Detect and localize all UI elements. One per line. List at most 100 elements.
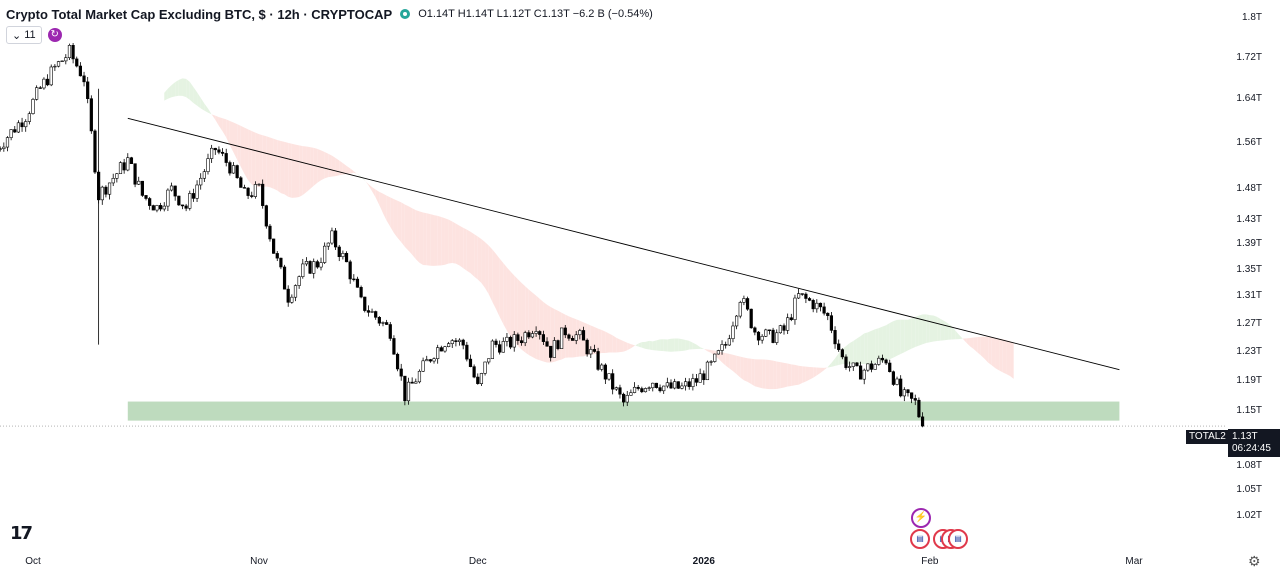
candle <box>508 335 513 350</box>
candle <box>494 338 498 348</box>
cloud-segment <box>918 314 923 346</box>
cloud-segment <box>197 92 201 109</box>
cloud-segment <box>178 78 183 96</box>
candle-body <box>13 129 17 133</box>
candle <box>490 339 494 359</box>
candle <box>155 204 159 213</box>
cloud-segment <box>725 353 730 369</box>
cloud-segment <box>634 343 639 347</box>
tradingview-logo[interactable]: 17 <box>10 523 33 544</box>
cloud-segment <box>229 120 234 153</box>
candle <box>629 389 633 396</box>
candle-body <box>727 338 731 346</box>
candle <box>600 363 604 372</box>
candle <box>662 385 666 394</box>
candle-body <box>753 327 757 333</box>
candle-body <box>837 343 841 350</box>
cloud-segment <box>488 245 493 302</box>
cloud-segment <box>787 363 792 387</box>
candle-body <box>250 195 254 197</box>
y-tick-label: 1.8T <box>1241 11 1262 23</box>
flash-icon[interactable]: ⚡ <box>911 508 931 528</box>
candle <box>49 64 53 87</box>
cloud-segment <box>856 336 861 365</box>
chart-header: Crypto Total Market Cap Excluding BTC, $… <box>6 5 653 23</box>
candle-body <box>735 315 739 327</box>
candle-body <box>549 345 553 358</box>
candle <box>505 333 509 347</box>
candle <box>210 144 214 163</box>
candle-body <box>472 366 476 378</box>
candle-body <box>370 311 374 313</box>
candle <box>191 188 196 202</box>
cloud-segment <box>474 234 478 280</box>
candle <box>837 339 841 352</box>
candle-body <box>574 334 578 341</box>
candle-body <box>731 325 735 339</box>
cloud-segment <box>284 141 289 197</box>
cloud-segment <box>459 225 464 269</box>
candle <box>694 373 699 387</box>
candle-body <box>104 186 108 195</box>
candle <box>158 202 163 212</box>
candle <box>93 129 97 174</box>
candle-body <box>9 129 13 138</box>
cloud-segment <box>393 199 398 238</box>
candle-body <box>348 261 352 280</box>
candle <box>476 373 480 385</box>
cloud-segment <box>616 337 620 353</box>
candle-body <box>355 278 360 288</box>
indicator-row: ⌄ 11 ↻ <box>6 26 62 44</box>
cloud-segment <box>565 314 569 358</box>
cloud-segment <box>536 295 540 361</box>
candle <box>534 326 538 337</box>
candle <box>516 332 520 345</box>
cloud-segment <box>288 142 292 198</box>
candle <box>268 223 272 242</box>
support-zone[interactable] <box>127 401 1120 421</box>
candle <box>917 397 921 419</box>
cloud-segment <box>244 127 249 181</box>
cloud-segment <box>991 337 996 369</box>
candle-body <box>742 298 746 303</box>
us-flag-icon[interactable]: ▤ <box>910 529 930 549</box>
candle-body <box>501 341 505 353</box>
candle <box>107 182 112 200</box>
gear-icon[interactable]: ⚙ <box>1248 553 1261 569</box>
candle-body <box>60 60 64 63</box>
candle <box>82 71 86 87</box>
trendline[interactable] <box>127 117 1120 371</box>
cloud-segment <box>455 223 460 266</box>
candle-body <box>629 392 633 396</box>
cloud-segment <box>426 213 431 266</box>
candle <box>406 377 411 405</box>
candle <box>560 327 564 349</box>
candle-body <box>917 399 921 418</box>
cloud-segment <box>579 320 584 357</box>
cloud-segment <box>875 328 879 364</box>
candle <box>636 384 640 391</box>
x-tick-label: Dec <box>468 556 487 567</box>
cloud-segment <box>882 325 887 362</box>
cloud-segment <box>824 366 828 371</box>
refresh-icon[interactable]: ↻ <box>47 28 62 42</box>
cloud-segment <box>743 357 748 382</box>
cloud-segment <box>321 150 325 181</box>
candle-body <box>468 358 473 367</box>
candle-body <box>42 78 46 89</box>
candle-body <box>27 113 31 122</box>
indicators-toggle-button[interactable]: ⌄ 11 <box>6 26 42 44</box>
cloud-segment <box>598 328 602 354</box>
candle-body <box>385 322 389 325</box>
cloud-segment <box>295 144 300 198</box>
candle-body <box>457 339 462 342</box>
symbol-title[interactable]: Crypto Total Market Cap Excluding BTC, $… <box>6 6 393 22</box>
candle-body <box>632 386 637 393</box>
candle-body <box>177 195 181 206</box>
candle <box>840 348 844 360</box>
candle-body <box>516 334 520 341</box>
us-flag-icon[interactable]: ▤ <box>948 529 968 549</box>
cloud-segment <box>452 221 456 264</box>
cloud-segment <box>182 78 187 98</box>
